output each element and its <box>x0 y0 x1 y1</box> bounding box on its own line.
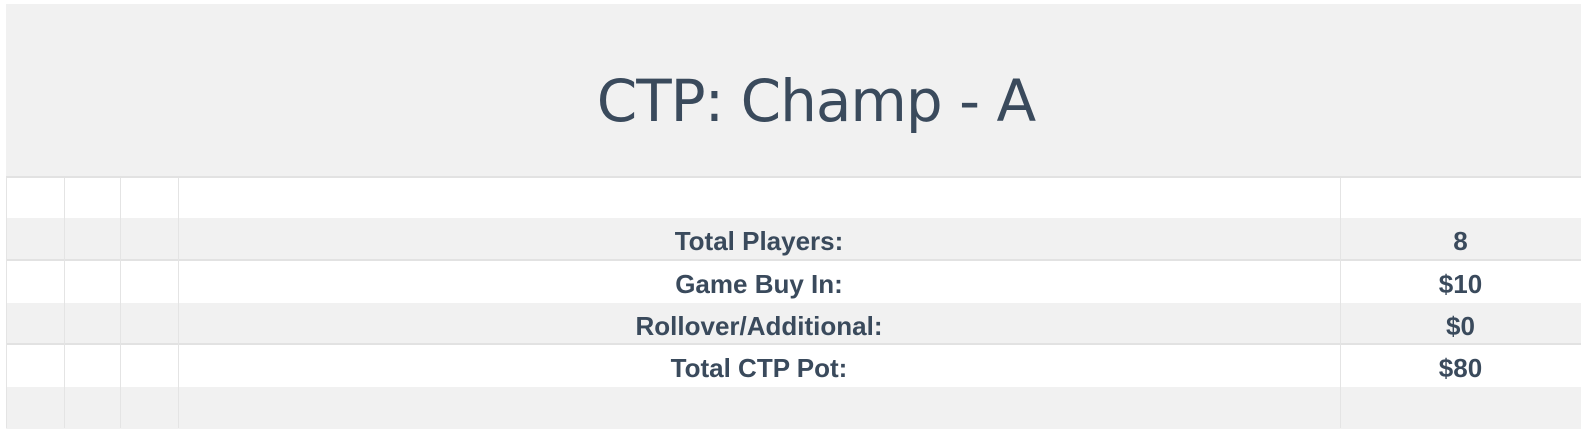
page-title: CTP: Champ - A <box>596 66 1036 135</box>
column-divider <box>6 178 7 428</box>
empty-row <box>6 387 1581 429</box>
game-buy-in-label: Game Buy In: <box>675 269 843 299</box>
table-row-total-players: Total Players: 8 <box>6 218 1581 260</box>
empty-row <box>6 176 1581 218</box>
column-divider <box>120 178 121 428</box>
table-row-game-buy-in: Game Buy In: $10 <box>6 259 1581 303</box>
total-pot-value: $80 <box>1438 353 1483 383</box>
total-players-value: 8 <box>1453 226 1468 256</box>
rollover-label: Rollover/Additional: <box>635 311 883 341</box>
column-divider <box>64 178 65 428</box>
total-players-label: Total Players: <box>674 226 844 256</box>
table-row-total-pot: Total CTP Pot: $80 <box>6 343 1581 387</box>
column-divider <box>178 178 179 428</box>
total-pot-label: Total CTP Pot: <box>670 353 848 383</box>
table-row-rollover: Rollover/Additional: $0 <box>6 303 1581 345</box>
rollover-value: $0 <box>1446 311 1475 341</box>
column-divider <box>1340 178 1341 428</box>
game-buy-in-value: $10 <box>1438 269 1483 299</box>
title-banner: CTP: Champ - A <box>6 4 1581 177</box>
spreadsheet: CTP: Champ - A Total Players: 8 Game Buy… <box>6 4 1581 429</box>
